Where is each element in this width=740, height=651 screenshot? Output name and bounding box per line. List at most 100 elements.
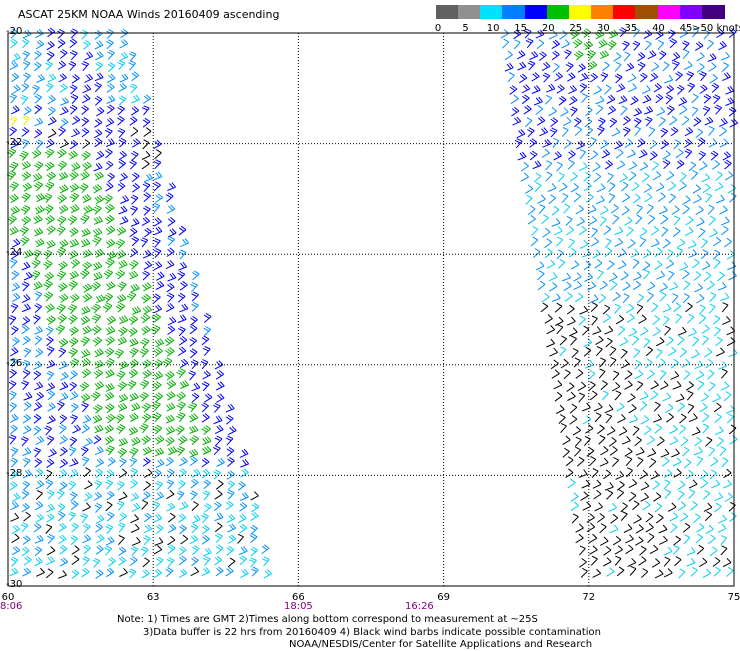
wind-barb — [717, 281, 727, 291]
wind-barb — [633, 348, 641, 359]
wind-barb — [549, 127, 558, 138]
wind-barb — [616, 402, 625, 412]
wind-barb — [59, 239, 69, 249]
wind-barb — [663, 556, 671, 567]
wind-barb — [11, 292, 21, 303]
wind-barb — [586, 513, 595, 523]
wind-barb — [555, 316, 564, 326]
wind-barb — [34, 50, 42, 60]
wind-barb — [128, 327, 138, 337]
wind-barb — [687, 403, 695, 414]
wind-barb — [68, 280, 78, 291]
wind-barb — [584, 272, 593, 282]
wind-barb — [699, 84, 708, 94]
wind-barb — [118, 259, 128, 269]
wind-barb — [35, 139, 44, 150]
wind-barb — [685, 302, 693, 313]
wind-barb — [33, 314, 41, 325]
wind-barb — [93, 271, 103, 281]
wind-barb — [682, 204, 690, 215]
wind-barb — [22, 369, 31, 380]
wind-barb — [69, 436, 78, 447]
wind-barb — [81, 105, 89, 115]
wind-barb — [94, 72, 104, 82]
wind-barb — [722, 315, 731, 326]
wind-barb — [92, 336, 103, 347]
wind-barb — [84, 492, 93, 502]
colorbar-swatch — [436, 5, 459, 19]
wind-barb — [203, 312, 212, 323]
wind-barb — [91, 325, 102, 335]
wind-barb — [645, 523, 654, 533]
wind-barb — [82, 84, 92, 94]
wind-barb — [665, 403, 674, 414]
wind-barb — [178, 468, 187, 478]
wind-barb — [226, 446, 235, 457]
wind-barb — [10, 556, 19, 567]
wind-barb — [724, 492, 733, 502]
wind-barb — [701, 412, 710, 423]
wind-barb — [555, 404, 565, 414]
wind-barb — [547, 183, 557, 192]
wind-barb — [558, 182, 568, 192]
wind-barb — [117, 381, 127, 392]
wind-barb — [105, 117, 115, 127]
colorbar-swatch — [458, 5, 482, 19]
wind-barb — [105, 225, 116, 236]
wind-barb — [682, 195, 691, 205]
wind-barb — [118, 326, 128, 337]
wind-barb — [714, 182, 724, 192]
wind-barb — [670, 523, 678, 534]
wind-barb — [69, 381, 77, 392]
wind-barb — [702, 423, 710, 434]
wind-barb — [720, 292, 730, 302]
wind-barb — [189, 336, 198, 347]
wind-barb — [84, 480, 93, 490]
wind-barb — [554, 391, 563, 402]
wind-barb — [71, 555, 80, 566]
colorbar-label: 20 — [541, 23, 555, 34]
wind-barb — [579, 149, 586, 160]
wind-barb — [592, 326, 602, 335]
wind-barb — [599, 457, 609, 467]
wind-barb — [664, 489, 672, 500]
wind-barb — [189, 324, 198, 335]
wind-barb — [594, 259, 603, 269]
wind-barb — [679, 347, 688, 358]
wind-barb — [544, 94, 552, 105]
colorbar-label: >50 knots — [692, 23, 740, 34]
wind-barb — [701, 249, 709, 260]
wind-barb — [702, 489, 711, 500]
wind-barb — [589, 294, 599, 304]
wind-barb — [661, 456, 670, 467]
wind-barb — [724, 171, 734, 181]
wind-barb — [105, 182, 114, 192]
wind-barb — [673, 139, 681, 150]
wind-barb — [178, 546, 187, 556]
wind-barb — [707, 204, 715, 215]
wind-barb — [118, 150, 127, 161]
wind-barb — [599, 280, 608, 291]
wind-barb — [116, 480, 125, 491]
wind-barb — [44, 425, 52, 436]
wind-barb — [721, 51, 730, 61]
wind-barb — [599, 216, 607, 227]
wind-barb — [214, 435, 223, 446]
wind-barb — [679, 512, 689, 522]
wind-barb — [648, 126, 656, 137]
wind-barb — [708, 303, 716, 314]
wind-barb — [600, 139, 609, 150]
wind-barb — [150, 324, 161, 335]
wind-barb — [530, 236, 539, 247]
longitude-label: 72 — [582, 592, 596, 603]
wind-barb — [57, 148, 67, 159]
wind-barb — [656, 336, 665, 347]
wind-barb — [140, 337, 150, 348]
wind-barb — [105, 413, 116, 424]
wind-barb — [524, 117, 533, 128]
wind-barb — [84, 73, 93, 83]
wind-barb — [622, 115, 631, 126]
wind-barb — [153, 171, 163, 181]
wind-barb — [35, 513, 44, 523]
wind-barb — [9, 126, 17, 137]
